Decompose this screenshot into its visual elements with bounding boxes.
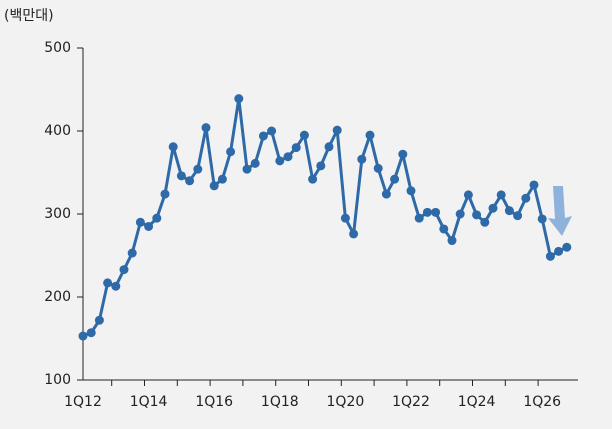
- data-point: [496, 190, 506, 200]
- y-tick-label: 200: [44, 289, 71, 305]
- data-point: [406, 186, 416, 196]
- y-tick-label: 400: [44, 123, 71, 139]
- data-point: [521, 193, 531, 203]
- y-unit-label: (백만대): [4, 8, 54, 24]
- data-point: [267, 126, 277, 136]
- data-point: [365, 130, 375, 140]
- data-point: [422, 207, 432, 217]
- data-point: [217, 174, 227, 184]
- data-point: [439, 224, 449, 234]
- data-point: [242, 164, 252, 174]
- data-point: [291, 143, 301, 153]
- data-point: [308, 174, 318, 184]
- data-point: [193, 164, 203, 174]
- data-point: [119, 265, 129, 275]
- y-tick-label: 500: [44, 40, 71, 56]
- data-point: [226, 147, 236, 157]
- data-point: [488, 203, 498, 213]
- x-tick-label: 1Q16: [195, 394, 233, 410]
- data-point: [234, 94, 244, 104]
- data-point: [463, 190, 473, 200]
- x-tick-label: 1Q24: [458, 394, 496, 410]
- data-point: [562, 242, 572, 252]
- data-point: [275, 156, 285, 166]
- data-point: [545, 251, 555, 261]
- data-point: [103, 278, 113, 288]
- data-point: [324, 142, 334, 152]
- trend-arrow: [548, 186, 572, 236]
- data-point: [373, 163, 383, 173]
- data-point: [283, 152, 293, 162]
- data-point: [144, 221, 154, 231]
- data-point: [472, 210, 482, 220]
- data-point: [209, 181, 219, 191]
- x-tick-label: 1Q26: [523, 394, 561, 410]
- data-point: [250, 158, 260, 168]
- data-point: [168, 142, 178, 152]
- data-point: [332, 125, 342, 135]
- data-point: [357, 154, 367, 164]
- data-point: [160, 189, 170, 199]
- x-tick-label: 1Q12: [64, 394, 102, 410]
- data-point: [176, 171, 186, 181]
- x-tick-label: 1Q20: [327, 394, 365, 410]
- x-tick-label: 1Q18: [261, 394, 299, 410]
- data-point: [504, 206, 514, 216]
- data-point: [537, 214, 547, 224]
- data-point: [127, 248, 137, 258]
- data-point: [398, 149, 408, 159]
- data-point: [529, 180, 539, 190]
- data-point: [447, 236, 457, 246]
- data-point: [94, 315, 104, 325]
- data-point: [86, 328, 96, 338]
- data-point: [111, 281, 121, 291]
- y-tick-label: 100: [44, 372, 71, 388]
- x-tick-label: 1Q22: [392, 394, 430, 410]
- data-point: [414, 213, 424, 223]
- data-point: [201, 123, 211, 133]
- data-point: [480, 217, 490, 227]
- data-point: [390, 174, 400, 184]
- data-point: [78, 331, 88, 341]
- data-point: [381, 189, 391, 199]
- data-point: [316, 161, 326, 171]
- data-point: [455, 209, 465, 219]
- data-point: [258, 131, 268, 141]
- data-point: [152, 213, 162, 223]
- x-tick-label: 1Q14: [130, 394, 168, 410]
- data-point: [135, 217, 145, 227]
- data-point: [340, 213, 350, 223]
- data-point: [349, 229, 359, 239]
- data-point: [554, 246, 564, 256]
- y-tick-label: 300: [44, 206, 71, 222]
- data-point: [185, 176, 195, 186]
- data-point: [299, 130, 309, 140]
- data-point: [431, 207, 441, 217]
- data-point: [513, 211, 523, 221]
